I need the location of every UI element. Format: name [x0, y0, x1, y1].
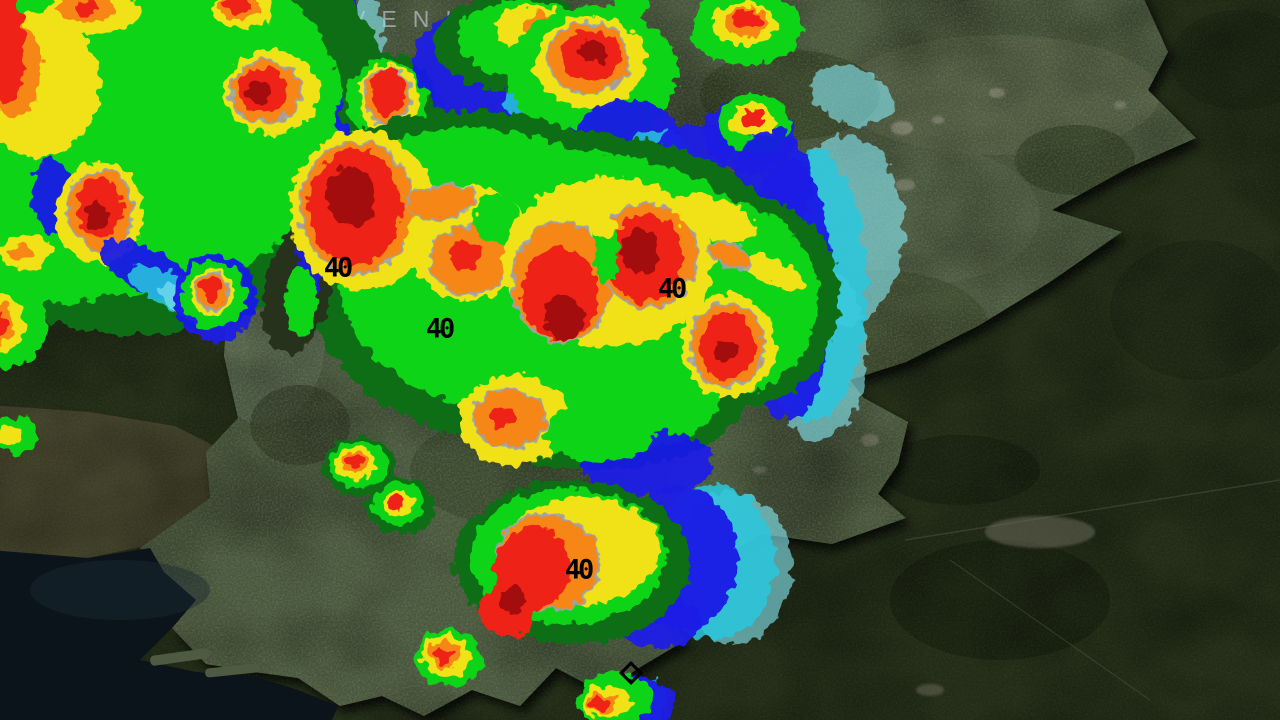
- radar-echo-stray-blue-bands: [811, 65, 893, 125]
- radar-overlay: [0, 0, 903, 720]
- radar-echo-central-complex: [741, 253, 805, 291]
- radar-echo-nw-complex: [73, 0, 99, 15]
- peninsula: [205, 663, 260, 678]
- sea-gulf: [0, 548, 338, 720]
- radar-echo-mid-left-b: [388, 495, 406, 511]
- radar-echo-central-complex: [673, 193, 757, 243]
- radar-echo-left-edge-low: [0, 427, 22, 445]
- road-line: [904, 479, 1280, 541]
- radar-echo-top-cell-c: [578, 39, 608, 65]
- radar-echo-nw-complex: [8, 243, 36, 261]
- radar-echo-central-complex: [707, 240, 753, 270]
- radar-echo-south-complex: [433, 647, 453, 665]
- radar-echo-central-complex: [544, 296, 584, 340]
- radar-echo-central-complex: [475, 192, 519, 244]
- radar-echo-top-right-b: [740, 110, 764, 128]
- radar-echo-left-edge-mid: [0, 313, 8, 339]
- radar-echo-bottom-cell: [589, 697, 611, 711]
- radar-echo-top-cell-b: [371, 68, 405, 116]
- sea-shallow: [30, 560, 210, 620]
- radar-echo-top-right-a: [733, 10, 763, 30]
- radar-echo-mid-left-a: [346, 456, 362, 468]
- radar-echo-nw-complex: [86, 202, 108, 230]
- radar-echo-west-small-cell: [200, 277, 222, 303]
- city-speckle: [985, 516, 1095, 548]
- radar-echo-central-complex: [286, 266, 318, 338]
- radar-echo-nw-complex: [0, 0, 24, 105]
- road-line: [949, 559, 1151, 701]
- radar-echo-central-complex: [714, 339, 738, 363]
- radar-echo-south-complex: [501, 587, 527, 613]
- radar-echo-central-complex: [403, 183, 477, 221]
- radar-echo-nw-complex: [247, 81, 271, 103]
- radar-echo-central-complex: [492, 406, 518, 426]
- radar-echo-central-complex: [596, 216, 616, 240]
- radar-echo-nw-complex: [225, 0, 253, 14]
- radar-echo-central-complex: [545, 402, 655, 462]
- radar-echo-central-complex: [326, 166, 376, 226]
- peninsula: [150, 648, 210, 666]
- city-speckle: [916, 684, 944, 696]
- radar-echo-central-complex: [621, 229, 659, 275]
- radar-echo-central-complex: [447, 241, 481, 271]
